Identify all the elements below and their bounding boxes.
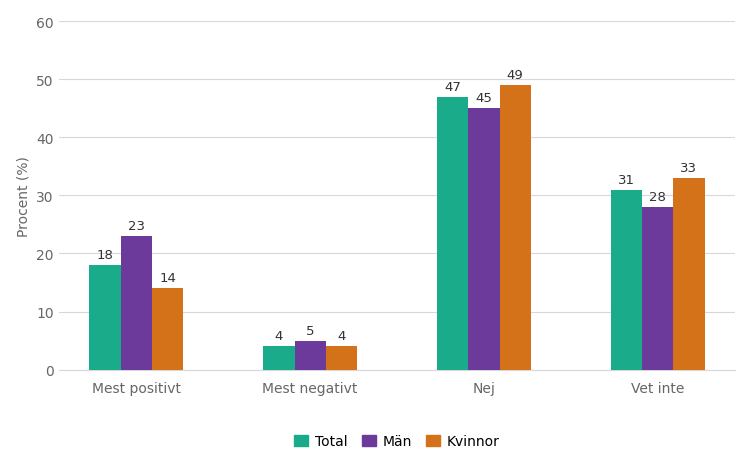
Bar (89, 266, 121, 370)
Bar (121, 236, 152, 370)
Text: 33: 33 (681, 161, 697, 175)
Bar (152, 289, 183, 370)
Text: 45: 45 (475, 92, 493, 105)
Text: 4: 4 (337, 330, 346, 343)
Bar (263, 347, 295, 370)
Bar (468, 109, 499, 370)
Text: 28: 28 (649, 190, 666, 203)
Bar (499, 86, 531, 370)
Bar (326, 347, 357, 370)
Text: 47: 47 (444, 80, 461, 93)
Text: 23: 23 (128, 220, 145, 232)
Text: 14: 14 (159, 272, 176, 285)
Text: 5: 5 (306, 324, 314, 337)
Text: 4: 4 (274, 330, 283, 343)
Y-axis label: Procent (%): Procent (%) (17, 156, 31, 236)
Legend: Total, Män, Kvinnor: Total, Män, Kvinnor (289, 429, 505, 451)
Bar (673, 179, 705, 370)
Bar (437, 97, 468, 370)
Text: 18: 18 (97, 249, 114, 262)
Bar (642, 207, 673, 370)
Text: 31: 31 (618, 173, 635, 186)
Bar (295, 341, 326, 370)
Bar (611, 190, 642, 370)
Text: 49: 49 (507, 69, 523, 82)
